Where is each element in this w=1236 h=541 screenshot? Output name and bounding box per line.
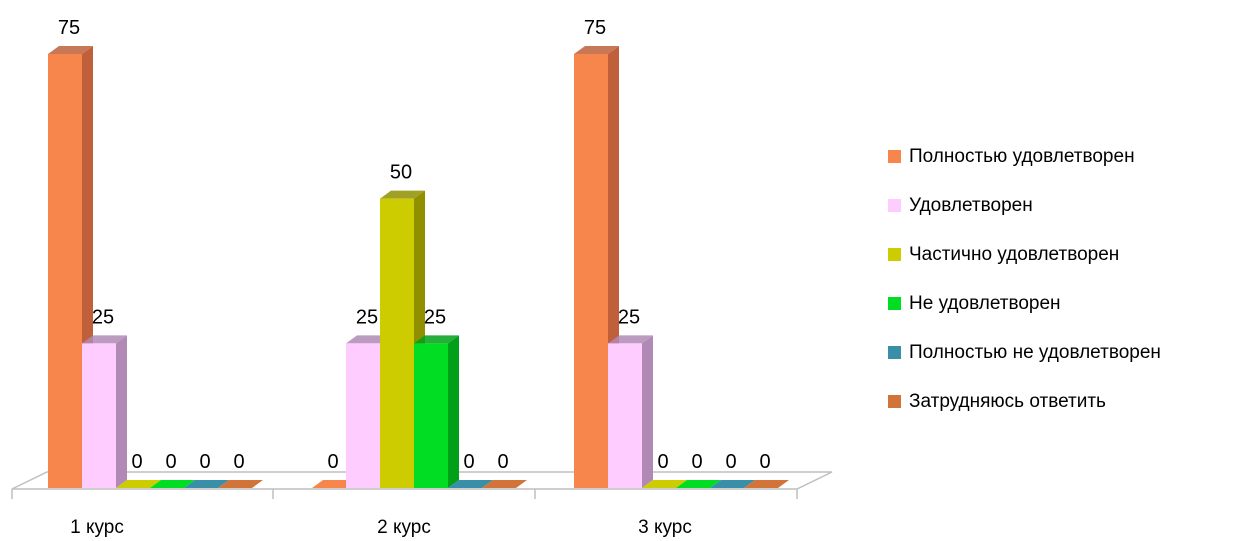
legend-swatch bbox=[888, 395, 901, 408]
bar-chart: 75 25 0 0 0 0 0 25 50 25 0 0 75 25 0 0 0 0 1 курс 2 курс 3 … bbox=[11, 17, 833, 538]
bar-front bbox=[608, 343, 642, 488]
bar bbox=[642, 480, 687, 488]
data-label: 75 bbox=[584, 17, 606, 39]
bar bbox=[574, 46, 619, 488]
bar bbox=[676, 480, 721, 488]
legend-swatch bbox=[888, 297, 901, 310]
legend-label: Удовлетворен bbox=[909, 194, 1033, 216]
bar-top bbox=[82, 335, 127, 344]
category-label: 3 курс bbox=[638, 517, 692, 538]
bar-top bbox=[380, 190, 425, 199]
legend-item: Полностью не удовлетворен bbox=[888, 328, 1236, 377]
data-label: 75 bbox=[58, 17, 80, 39]
category-label: 2 курс bbox=[377, 517, 431, 538]
bar bbox=[448, 480, 493, 488]
bar-side bbox=[116, 335, 127, 488]
bar-flat bbox=[448, 480, 493, 488]
bar-flat bbox=[218, 480, 263, 488]
bar-flat bbox=[744, 480, 789, 488]
data-label: 25 bbox=[356, 306, 378, 328]
category-labels: 1 курс 2 курс 3 курс bbox=[70, 517, 692, 538]
bar bbox=[414, 335, 459, 488]
data-label: 25 bbox=[618, 306, 640, 328]
bar-front bbox=[346, 343, 380, 488]
bar bbox=[482, 480, 527, 488]
data-label: 0 bbox=[233, 451, 244, 473]
data-label: 0 bbox=[327, 451, 338, 473]
bar-top bbox=[608, 335, 653, 344]
bar bbox=[184, 480, 229, 488]
bar-top bbox=[574, 46, 619, 54]
legend-item: Не удовлетворен bbox=[888, 279, 1236, 328]
data-label: 0 bbox=[497, 451, 508, 473]
bar-top bbox=[346, 335, 391, 344]
bar-side bbox=[642, 335, 653, 488]
legend-label: Полностью удовлетворен bbox=[909, 145, 1135, 167]
legend-item: Частично удовлетворен bbox=[888, 230, 1236, 279]
bar-front bbox=[414, 343, 448, 488]
bar-flat bbox=[676, 480, 721, 488]
data-label: 25 bbox=[424, 306, 446, 328]
bar-top bbox=[414, 335, 459, 344]
data-label: 0 bbox=[657, 451, 668, 473]
legend-swatch bbox=[888, 150, 901, 163]
bar bbox=[82, 335, 127, 488]
bar-flat bbox=[482, 480, 527, 488]
bar-front bbox=[574, 54, 608, 488]
data-label: 0 bbox=[131, 451, 142, 473]
bar bbox=[150, 480, 195, 488]
bar bbox=[608, 335, 653, 488]
bar-front bbox=[380, 198, 414, 488]
bar-flat bbox=[184, 480, 229, 488]
legend: Полностью удовлетворен Удовлетворен Частич… bbox=[888, 132, 1236, 426]
bar-flat bbox=[116, 480, 161, 488]
bar bbox=[312, 480, 357, 488]
data-label: 25 bbox=[92, 306, 114, 328]
legend-item: Полностью удовлетворен bbox=[888, 132, 1236, 181]
bar-front bbox=[82, 343, 116, 488]
data-label: 50 bbox=[390, 162, 412, 184]
bar bbox=[116, 480, 161, 488]
data-label: 0 bbox=[165, 451, 176, 473]
bar-flat bbox=[312, 480, 357, 488]
bar-side bbox=[448, 335, 459, 488]
legend-label: Частично удовлетворен bbox=[909, 243, 1120, 265]
data-label: 0 bbox=[199, 451, 210, 473]
legend-item: Затрудняюсь ответить bbox=[888, 377, 1236, 426]
bar-flat bbox=[150, 480, 195, 488]
legend-swatch bbox=[888, 346, 901, 359]
bar-top bbox=[48, 46, 93, 54]
data-labels: 75 25 0 0 0 0 0 25 50 25 0 0 75 25 0 0 0 0 bbox=[58, 17, 771, 473]
category-label: 1 курс bbox=[70, 517, 124, 538]
legend-item: Удовлетворен bbox=[888, 181, 1236, 230]
chart-bars bbox=[48, 46, 789, 488]
legend-swatch bbox=[888, 248, 901, 261]
data-label: 0 bbox=[725, 451, 736, 473]
bar bbox=[744, 480, 789, 488]
legend-swatch bbox=[888, 199, 901, 212]
legend-label: Полностью не удовлетворен bbox=[909, 341, 1161, 363]
bar bbox=[48, 46, 93, 488]
bar-front bbox=[48, 54, 82, 488]
data-label: 0 bbox=[691, 451, 702, 473]
bar-flat bbox=[710, 480, 755, 488]
bar bbox=[710, 480, 755, 488]
legend-label: Затрудняюсь ответить bbox=[909, 390, 1106, 412]
legend-label: Не удовлетворен bbox=[909, 292, 1061, 314]
bar-flat bbox=[642, 480, 687, 488]
bar bbox=[218, 480, 263, 488]
data-label: 0 bbox=[759, 451, 770, 473]
data-label: 0 bbox=[463, 451, 474, 473]
